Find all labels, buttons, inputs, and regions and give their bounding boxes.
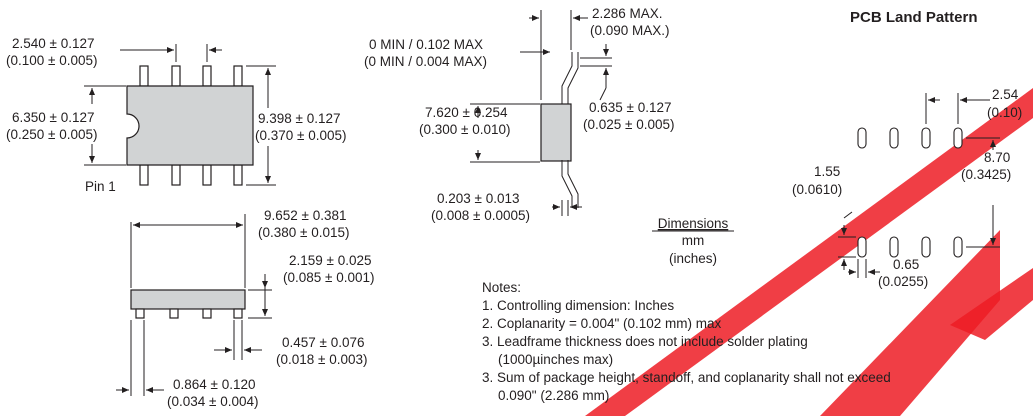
front-view: 9.652 ± 0.381 (0.380 ± 0.015) 2.159 ± 0.… bbox=[116, 208, 374, 409]
body-height-label: 2.159 ± 0.025 bbox=[289, 253, 371, 268]
side-view: 2.286 MAX. (0.090 MAX.) 0 MIN / 0.102 MA… bbox=[364, 6, 674, 223]
lead-width-label: 0.457 ± 0.076 bbox=[282, 335, 364, 350]
lead-length-label-inch: (0.025 ± 0.005) bbox=[583, 117, 674, 132]
pitch-label: 2.540 ± 0.127 bbox=[12, 36, 94, 51]
lp-row-spacing-label-inch: (0.3425) bbox=[961, 167, 1011, 182]
lp-pad-length-label-inch: (0.0610) bbox=[792, 182, 842, 197]
lp-pad-width-label-inch: (0.0255) bbox=[878, 274, 928, 289]
row-spacing-label: 7.620 ± 0.254 bbox=[425, 105, 508, 120]
lp-pad-width-label: 0.65 bbox=[893, 257, 919, 272]
body-length-label-inch: (0.380 ± 0.015) bbox=[258, 225, 349, 240]
land-pattern-title: PCB Land Pattern bbox=[850, 9, 978, 26]
note-3-cont: (1000µinches max) bbox=[498, 352, 613, 367]
lead-width-label-inch: (0.018 ± 0.003) bbox=[276, 352, 367, 367]
dimensions-unit: mm bbox=[682, 233, 705, 248]
body-height-label-inch: (0.085 ± 0.001) bbox=[283, 270, 374, 285]
overall-width-label: 9.398 ± 0.127 bbox=[258, 111, 340, 126]
body-width-label-inch: (0.250 ± 0.005) bbox=[6, 127, 97, 142]
end-to-lead-label-inch: (0.034 ± 0.004) bbox=[167, 394, 258, 409]
lp-row-spacing-label: 8.70 bbox=[984, 150, 1010, 165]
lp-pitch-label-inch: (0.10) bbox=[987, 105, 1022, 120]
height-max-label: 2.286 MAX. bbox=[592, 6, 663, 21]
standoff-label: 0 MIN / 0.102 MAX bbox=[369, 37, 483, 52]
note-4: 3. Sum of package height, standoff, and … bbox=[482, 370, 891, 385]
lead-length-label: 0.635 ± 0.127 bbox=[589, 100, 671, 115]
body-width-label: 6.350 ± 0.127 bbox=[12, 110, 94, 125]
end-to-lead-label: 0.864 ± 0.120 bbox=[173, 377, 255, 392]
lp-pitch-label: 2.54 bbox=[992, 87, 1019, 102]
dimensions-key: Dimensions mm (inches) bbox=[652, 216, 734, 266]
standoff-label-inch: (0 MIN / 0.004 MAX) bbox=[364, 54, 487, 69]
note-2: 2. Coplanarity = 0.004" (0.102 mm) max bbox=[482, 316, 722, 331]
lead-thickness-label-inch: (0.008 ± 0.0005) bbox=[431, 208, 530, 223]
notes-heading: Notes: bbox=[482, 280, 521, 295]
body-length-label: 9.652 ± 0.381 bbox=[264, 208, 346, 223]
pin1-label: Pin 1 bbox=[85, 179, 116, 194]
height-max-label-inch: (0.090 MAX.) bbox=[590, 23, 670, 38]
notes: Notes: 1. Controlling dimension: Inches … bbox=[482, 280, 891, 403]
lp-pad-length-label: 1.55 bbox=[814, 164, 840, 179]
overall-width-label-inch: (0.370 ± 0.005) bbox=[255, 128, 346, 143]
dimensions-title: Dimensions bbox=[658, 216, 729, 231]
dimensions-alt-unit: (inches) bbox=[669, 251, 717, 266]
note-4-cont: 0.090" (2.286 mm) bbox=[498, 388, 609, 403]
note-1: 1. Controlling dimension: Inches bbox=[482, 298, 674, 313]
pitch-label-inch: (0.100 ± 0.005) bbox=[6, 53, 97, 68]
draft-watermark bbox=[585, 88, 1033, 416]
top-view: 2.540 ± 0.127 (0.100 ± 0.005) 6.350 ± 0.… bbox=[6, 36, 346, 194]
note-3: 3. Leadframe thickness does not include … bbox=[482, 334, 808, 349]
row-spacing-label-inch: (0.300 ± 0.010) bbox=[419, 122, 510, 137]
lead-thickness-label: 0.203 ± 0.013 bbox=[437, 191, 519, 206]
